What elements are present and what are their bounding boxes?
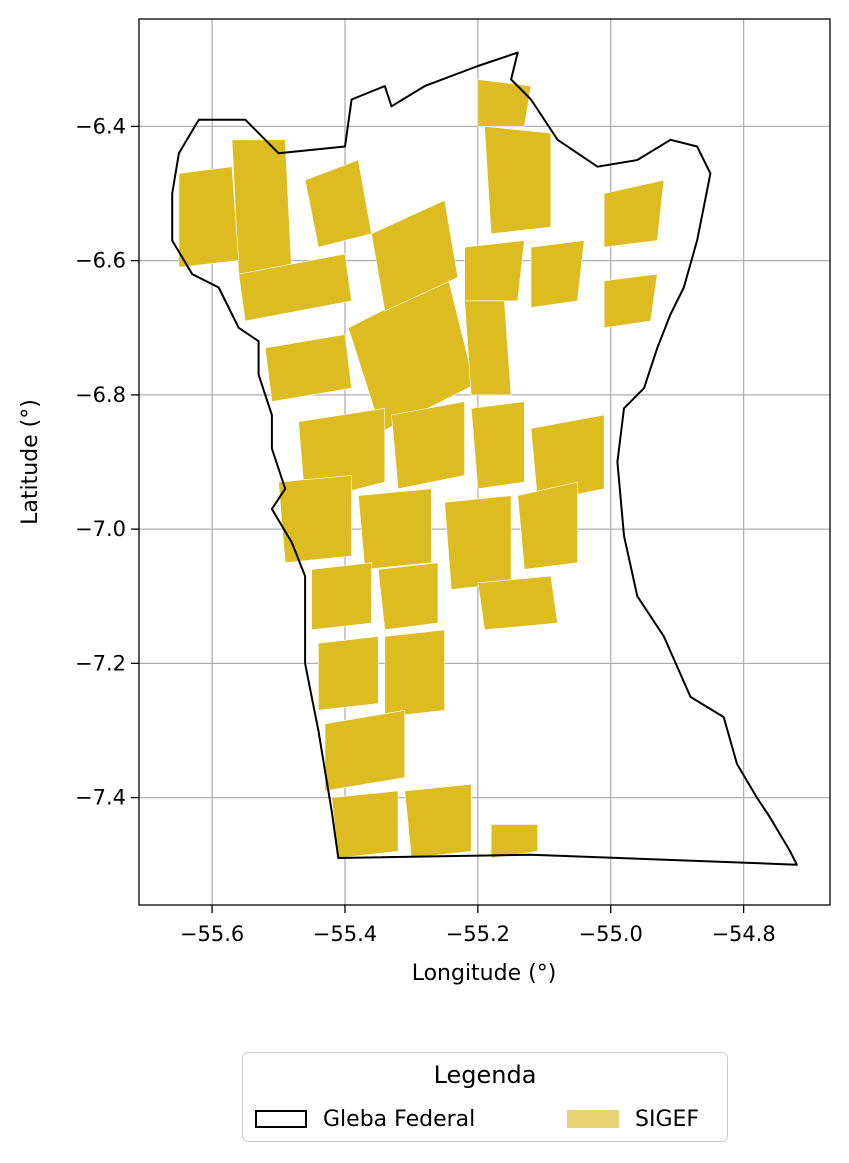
legend-title: Legenda — [433, 1061, 537, 1089]
x-tick-label-1: −55.4 — [313, 922, 377, 946]
sigef-parcel-6 — [264, 334, 352, 402]
sigef-parcel-12 — [603, 273, 658, 329]
plot-frame — [138, 18, 831, 906]
y-tick-label-0: −6.4 — [75, 114, 126, 138]
axis-ticks: −55.6 −55.4 −55.2 −55.0 −54.8 −6.4 −6.6 −6.8 −7.… — [75, 114, 776, 946]
sigef-parcel-25 — [318, 636, 379, 711]
sigef-parcel-8 — [477, 79, 532, 127]
x-tick-label-0: −55.6 — [180, 922, 244, 946]
sigef-parcel-26 — [384, 629, 445, 718]
sigef-parcel-3 — [231, 139, 293, 275]
x-tick-label-3: −55.0 — [579, 922, 643, 946]
sigef-parcel-10 — [530, 240, 585, 308]
sigef-parcels — [178, 79, 665, 859]
sigef-parcel-4 — [178, 166, 240, 268]
sigef-parcel-20 — [444, 495, 512, 590]
sigef-parcel-15 — [391, 401, 465, 490]
legend-label-sigef: SIGEF — [635, 1106, 700, 1132]
sigef-parcel-11 — [464, 300, 512, 396]
sigef-parcel-29 — [404, 783, 472, 859]
sigef-parcel-16 — [470, 401, 525, 490]
y-tick-label-4: −7.2 — [75, 651, 126, 675]
y-tick-label-3: −7.0 — [75, 517, 126, 541]
x-tick-label-2: −55.2 — [446, 922, 510, 946]
sigef-parcel-19 — [357, 488, 432, 570]
sigef-parcel-24 — [377, 562, 439, 631]
sigef-parcel-2 — [304, 159, 372, 248]
sigef-parcel-30 — [490, 824, 539, 859]
x-axis-label: Longitude (°) — [412, 961, 557, 986]
sigef-parcel-23 — [311, 562, 372, 631]
legend-entry-gleba-federal: Gleba Federal — [255, 1105, 475, 1133]
sigef-parcel-18 — [278, 475, 352, 564]
sigef-parcel-9 — [464, 240, 525, 302]
legend-entry-sigef: SIGEF — [567, 1105, 699, 1133]
y-axis-label: Latitude (°) — [18, 399, 43, 525]
gleba-federal-boundary — [171, 51, 798, 866]
legend-swatch-sigef — [567, 1110, 619, 1128]
y-tick-label-2: −6.8 — [75, 383, 126, 407]
legend-label-gleba-federal: Gleba Federal — [323, 1106, 476, 1132]
sigef-parcel-1 — [371, 199, 459, 312]
sigef-parcel-28 — [331, 790, 399, 859]
sigef-parcel-5 — [238, 253, 352, 322]
sigef-parcel-7 — [484, 126, 552, 235]
sigef-parcel-17 — [530, 414, 605, 503]
sigef-parcel-27 — [324, 709, 406, 792]
y-tick-label-1: −6.6 — [75, 249, 126, 273]
y-tick-label-5: −7.4 — [75, 786, 126, 810]
gleba-federal-boundary-layer — [171, 51, 798, 866]
sigef-parcel-13 — [603, 179, 665, 248]
legend-swatch-gleba-federal — [255, 1110, 307, 1128]
sigef-parcel-22 — [477, 575, 558, 631]
legend: Legenda Gleba Federal SIGEF — [242, 1052, 728, 1142]
x-tick-label-4: −54.8 — [711, 922, 775, 946]
sigef-parcel-21 — [517, 481, 578, 570]
